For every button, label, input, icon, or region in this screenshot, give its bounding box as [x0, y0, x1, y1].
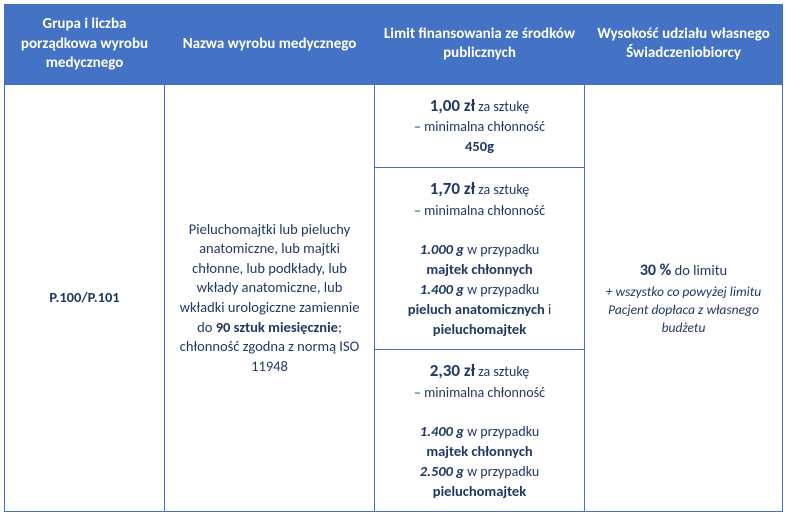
tier2-and: i: [545, 301, 551, 318]
tier3-prod1: majtek chłonnych: [426, 442, 532, 460]
copay-cell: 30 % do limitu + wszystko co powyżej lim…: [585, 84, 783, 512]
header-funding-limit: Limit finansowania ze środków publicznyc…: [375, 5, 585, 85]
tier1-unit: za sztukę: [475, 98, 529, 115]
limit-tier-1: 1,00 zł za sztukę – minimalna chłonność …: [375, 84, 585, 167]
tier2-sub: – minimalna chłonność: [414, 202, 545, 219]
tier2-prod1: majtek chłonnych: [426, 260, 532, 278]
tier3-case1: w przypadku: [464, 423, 539, 440]
tier3-prod2: pieluchomajtek: [433, 482, 526, 500]
copay-note: + wszystko co powyżej limitu Pacjent dop…: [593, 283, 774, 336]
tier3-sub: – minimalna chłonność: [414, 384, 545, 401]
header-copay: Wysokość udziału własnego Świadczeniobio…: [585, 5, 783, 85]
tier2-price: 1,70 zł: [430, 178, 475, 199]
tier2-case2: w przypadku: [464, 281, 539, 298]
tier2-prod2b: pieluchomajtek: [433, 320, 526, 338]
product-description: Pieluchomajtki lub pieluchy anatomiczne,…: [165, 84, 375, 512]
limit-tier-3: 2,30 zł za sztukę – minimalna chłonność …: [375, 350, 585, 512]
tier1-value: 450g: [465, 137, 494, 155]
copay-pct: 30 %: [640, 261, 672, 280]
tier3-unit: za sztukę: [475, 363, 529, 380]
tier2-unit: za sztukę: [475, 181, 529, 198]
tier2-prod2a: pieluch anatomicznych: [408, 300, 545, 318]
tier2-g1: 1.000 g: [420, 240, 464, 258]
header-group-code: Grupa i liczba porządkowa wyrobu medyczn…: [5, 5, 165, 85]
desc-qty: 90 sztuk miesięcznie: [216, 318, 338, 336]
tier3-g2: 2.500 g: [420, 462, 464, 480]
tier1-price: 1,00 zł: [430, 95, 475, 116]
limit-tier-2: 1,70 zł za sztukę – minimalna chłonność …: [375, 167, 585, 349]
reimbursement-table: Grupa i liczba porządkowa wyrobu medyczn…: [4, 4, 783, 512]
tier1-sub: – minimalna chłonność: [414, 118, 545, 135]
tier3-price: 2,30 zł: [430, 360, 475, 381]
tier2-g2: 1.400 g: [420, 280, 464, 298]
copay-suffix: do limitu: [671, 261, 727, 279]
table-header-row: Grupa i liczba porządkowa wyrobu medyczn…: [5, 5, 783, 85]
tier3-case2: w przypadku: [464, 463, 539, 480]
tier2-case1: w przypadku: [464, 241, 539, 258]
table-row: P.100/P.101 Pieluchomajtki lub pieluchy …: [5, 84, 783, 167]
tier3-g1: 1.400 g: [420, 422, 464, 440]
group-code: P.100/P.101: [5, 84, 165, 512]
header-product-name: Nazwa wyrobu medycznego: [165, 5, 375, 85]
